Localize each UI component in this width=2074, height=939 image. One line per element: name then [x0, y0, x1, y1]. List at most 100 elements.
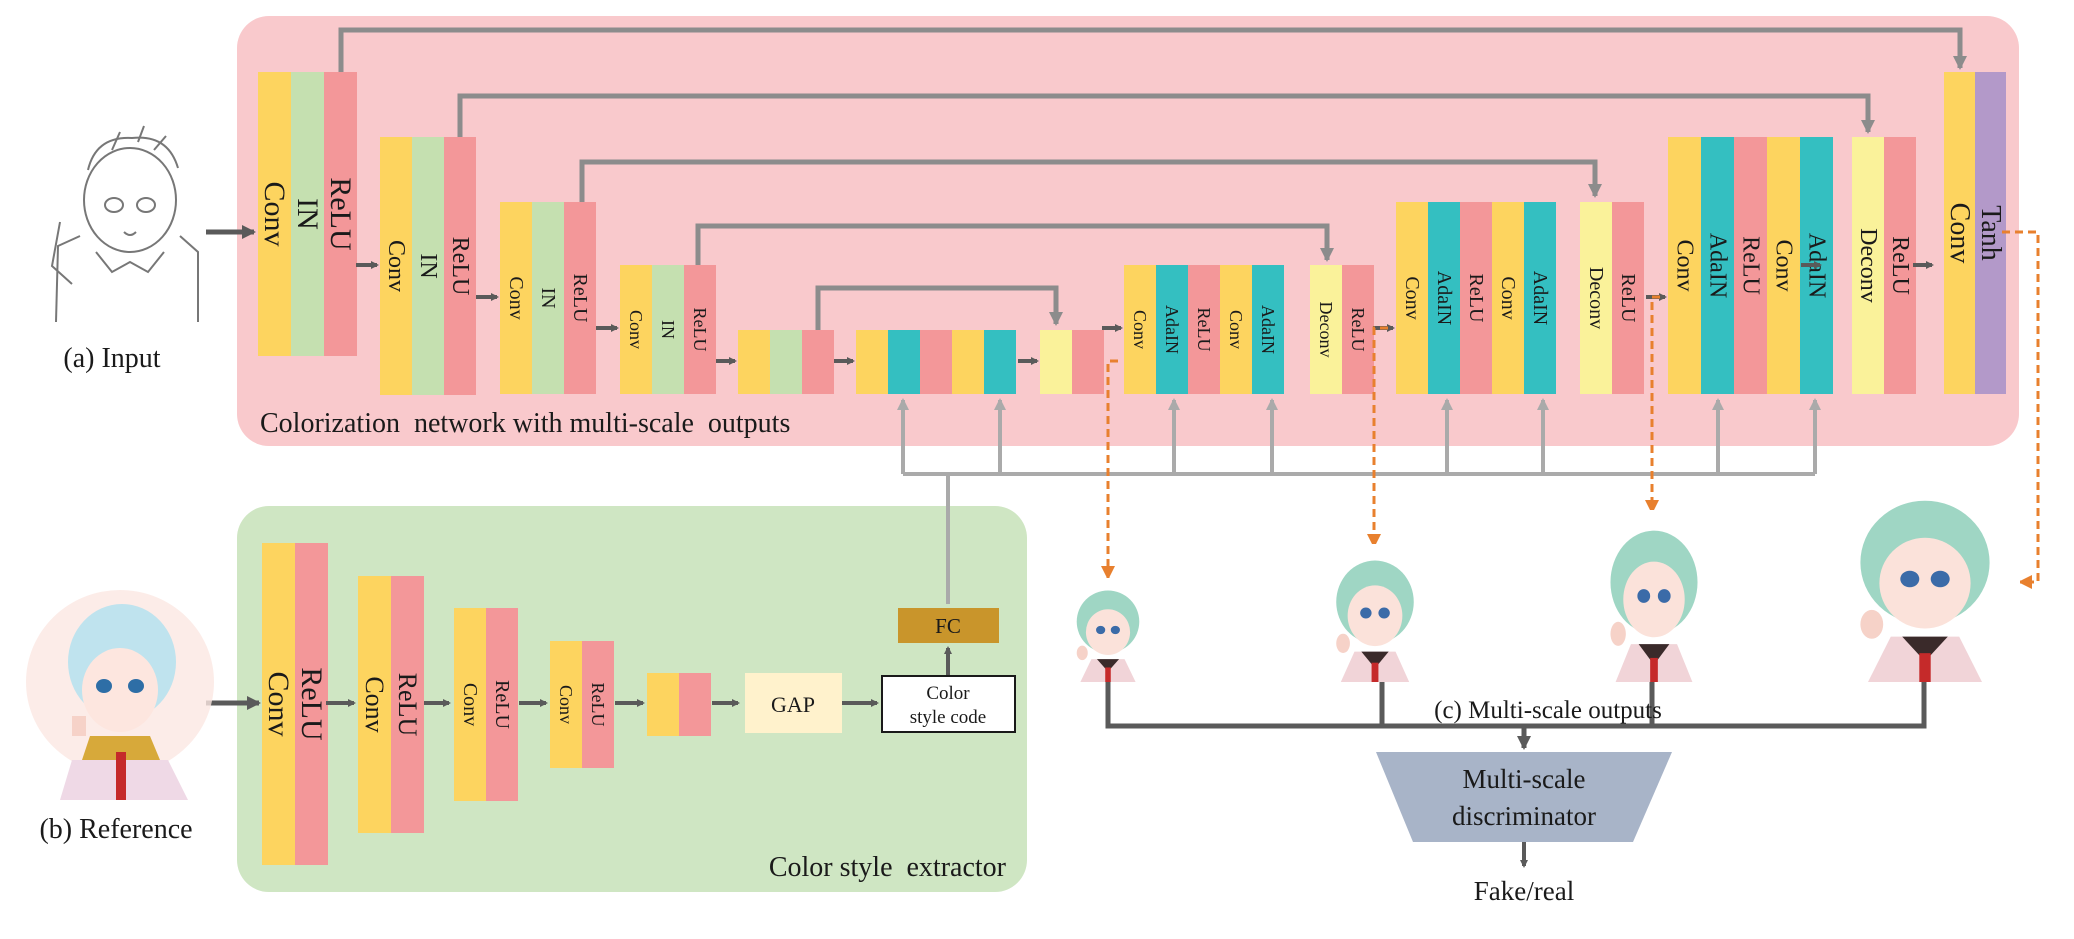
- layer-relu-label: ReLU: [1465, 274, 1487, 323]
- gap-box: [745, 673, 842, 733]
- reference-image: [26, 590, 214, 800]
- layer-adain-label: AdaIN: [1162, 305, 1182, 354]
- layer-conv-block: [1668, 137, 1701, 394]
- layer-conv-label: Conv: [1672, 239, 1698, 291]
- layer-conv-block: [262, 543, 295, 865]
- style-code-label-line2: style code: [910, 707, 987, 728]
- layer-relu-block: [324, 72, 357, 356]
- layer-adain-block: [1701, 137, 1734, 394]
- layer-conv-label: Conv: [1226, 310, 1246, 349]
- layer-relu-label: ReLU: [393, 673, 422, 737]
- layer-relu-block: [1884, 137, 1916, 394]
- layer-conv-block: [1220, 265, 1252, 394]
- layer-relu-block: [486, 608, 518, 801]
- layer-relu-label: ReLU: [1617, 274, 1639, 323]
- output-collar-shape: [1638, 644, 1670, 665]
- layer-conv-block: [1124, 265, 1156, 394]
- color-style-extractor-panel: [237, 506, 1027, 892]
- layer-conv-label: Conv: [1130, 310, 1150, 349]
- layer-relu-label: ReLU: [588, 683, 608, 727]
- main-flow-arrows: [206, 225, 1934, 868]
- layer-deconv-block: [1040, 330, 1072, 394]
- layer-relu-block: [1342, 265, 1374, 394]
- output-tie-shape: [1650, 657, 1658, 682]
- layer-conv-block: [738, 330, 770, 394]
- output-eye-shape: [1930, 570, 1950, 588]
- discriminator-shape: [1376, 752, 1672, 842]
- fc-box: [898, 608, 999, 643]
- layer-relu-block: [684, 265, 716, 394]
- layer-relu-block: [295, 543, 328, 865]
- layer-conv-block: [1396, 202, 1428, 394]
- input-label: (a) Input: [63, 343, 160, 374]
- fc-label: FC: [935, 614, 961, 638]
- layer-conv-block: [380, 137, 412, 395]
- layer-deconv-block: [1580, 202, 1612, 394]
- discriminator-label-line1: Multi-scale: [1463, 764, 1586, 794]
- layer-in-label: IN: [291, 198, 324, 230]
- layer-in-block: [770, 330, 802, 394]
- output-collar-shape: [1096, 659, 1120, 672]
- output-eye-shape: [1360, 607, 1372, 619]
- layer-relu-label: ReLU: [1194, 308, 1214, 352]
- layer-tanh-label: Tanh: [1975, 205, 2006, 261]
- style-code-label-line1: Color: [926, 683, 970, 704]
- layer-relu-label: ReLU: [569, 274, 591, 323]
- layer-conv-block: [500, 202, 532, 394]
- layer-conv-block: [258, 72, 291, 356]
- layer-conv-block: [1492, 202, 1524, 394]
- layer-deconv-block: [1852, 137, 1884, 394]
- layer-relu-block: [444, 137, 476, 395]
- layer-conv-block: [550, 641, 582, 768]
- layer-adain-block: [1524, 202, 1556, 394]
- output-collar-shape: [1902, 636, 1948, 662]
- layer-adain-label: AdaIN: [1258, 305, 1278, 354]
- layer-adain-block: [1252, 265, 1284, 394]
- gap-label: GAP: [771, 692, 815, 717]
- layer-in-label: IN: [658, 320, 678, 339]
- layer-in-block: [412, 137, 444, 395]
- layer-relu-block: [1734, 137, 1767, 394]
- layer-conv-block: [1767, 137, 1800, 394]
- layer-relu-label: ReLU: [1348, 308, 1368, 352]
- style-code-lines: [897, 398, 1821, 604]
- layer-adain-block: [888, 330, 920, 394]
- layer-relu-block: [1612, 202, 1644, 394]
- output-eye-shape: [1096, 625, 1106, 635]
- multi-scale-output-images: [1062, 476, 2020, 682]
- output-face-shape: [1623, 561, 1685, 638]
- layer-relu-block: [582, 641, 614, 768]
- layer-conv-block: [952, 330, 984, 394]
- output-hand-shape: [1076, 645, 1088, 661]
- layer-relu-block: [391, 576, 424, 833]
- output-eye-shape: [1378, 607, 1390, 619]
- layer-in-label: IN: [537, 287, 559, 308]
- output-hand-shape: [1610, 621, 1626, 646]
- skip-connections: [338, 27, 1967, 330]
- layer-relu-label: ReLU: [1738, 236, 1764, 295]
- layer-in-label: IN: [415, 253, 441, 278]
- layer-conv-label: Conv: [258, 181, 291, 246]
- layer-conv-label: Conv: [262, 671, 295, 736]
- layer-deconv-label: Deconv: [1855, 228, 1881, 303]
- fake-real-label: Fake/real: [1474, 876, 1574, 906]
- layer-adain-block: [1428, 202, 1460, 394]
- output-face-shape: [1347, 585, 1403, 647]
- layer-conv-label: Conv: [1401, 276, 1423, 319]
- output-eye-shape: [1110, 625, 1120, 635]
- output-hand-shape: [1336, 633, 1350, 654]
- layer-relu-block: [564, 202, 596, 394]
- input-sketch-image: [50, 125, 199, 323]
- layer-relu-block: [920, 330, 952, 394]
- layer-tanh-block: [1975, 72, 2006, 394]
- output-dashed-arrows: [1101, 230, 2040, 589]
- reference-label: (b) Reference: [39, 814, 192, 845]
- layer-relu-block: [1188, 265, 1220, 394]
- layer-conv-block: [454, 608, 486, 801]
- layer-deconv-block: [1310, 265, 1342, 394]
- layer-deconv-label: Deconv: [1585, 267, 1607, 329]
- layer-in-block: [291, 72, 324, 356]
- layer-conv-block: [1944, 72, 1975, 394]
- layer-adain-label: AdaIN: [1529, 271, 1551, 325]
